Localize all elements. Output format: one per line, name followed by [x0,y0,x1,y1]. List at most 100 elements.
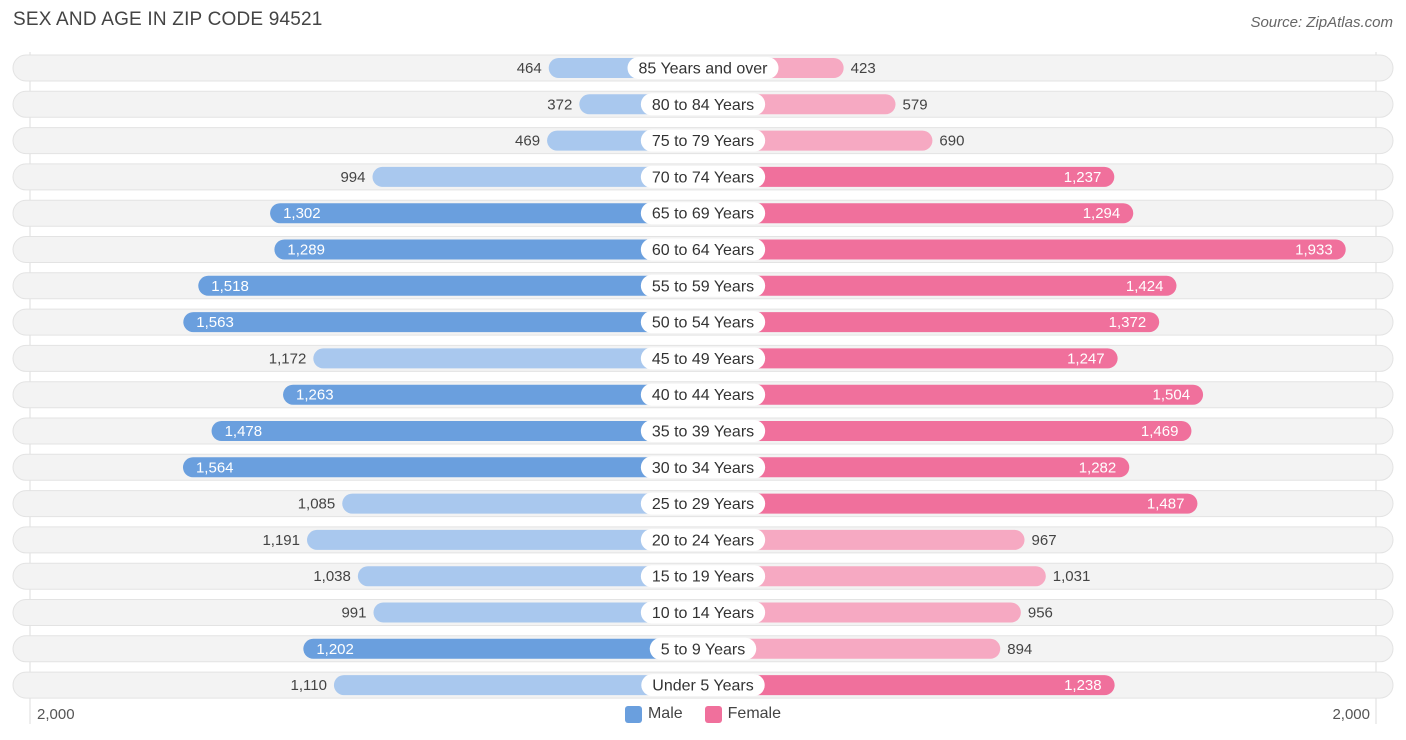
female-swatch [704,705,722,723]
female-value-label: 1,933 [1295,242,1333,259]
male-bar [270,203,703,224]
male-bar [306,529,703,550]
female-value-label: 1,372 [1109,314,1147,331]
category-label: 15 to 19 Years [652,569,754,586]
source-note: Source: ZipAtlas.com [1250,14,1393,31]
category-label: 60 to 64 Years [652,242,754,259]
category-label: 80 to 84 Years [652,97,754,114]
category-pill [640,93,766,116]
male-bar [357,566,703,587]
category-label: Under 5 Years [652,678,753,695]
category-pill [640,274,766,297]
axis-min-label: 2,000 [37,706,75,723]
male-value-label: 1,302 [283,205,321,222]
category-label: 45 to 49 Years [652,351,754,368]
female-value-label: 1,424 [1126,278,1164,295]
category-label: 35 to 39 Years [652,424,754,441]
female-value-label: 956 [1028,605,1053,622]
female-bar [703,239,1346,260]
male-bar [183,312,704,333]
category-label: 50 to 54 Years [652,315,754,332]
category-label: 20 to 24 Years [652,532,754,549]
female-bar [703,493,1198,514]
male-value-label: 1,518 [211,278,249,295]
male-bar [303,638,703,659]
male-value-label: 1,263 [296,387,334,404]
male-value-label: 464 [517,60,542,77]
male-value-label: 1,085 [298,496,336,513]
category-pill [641,674,765,697]
category-pill [640,347,766,370]
category-label: 55 to 59 Years [652,278,754,295]
category-label: 25 to 29 Years [652,496,754,513]
female-value-label: 1,237 [1064,169,1102,186]
male-value-label: 1,202 [316,641,354,658]
category-label: 85 Years and over [639,61,769,78]
female-value-label: 1,294 [1083,205,1121,222]
female-bar [703,638,1001,659]
female-bar [703,566,1046,587]
male-swatch [624,705,642,723]
category-label: 40 to 44 Years [652,387,754,404]
legend: Male Female [0,705,1406,723]
male-bar [313,348,703,369]
male-bar [373,602,703,623]
female-bar [703,166,1115,187]
female-bar [703,384,1204,405]
male-bar [211,421,703,441]
legend-item-female[interactable]: Female [704,705,782,723]
female-value-label: 579 [903,96,928,113]
category-label: 75 to 79 Years [652,133,754,150]
category-pill [640,165,766,188]
legend-female-label: Female [727,705,782,722]
male-value-label: 469 [515,133,540,150]
female-value-label: 1,504 [1153,387,1191,404]
female-value-label: 967 [1032,532,1057,549]
axis-max-label: 2,000 [1332,706,1370,723]
legend-male-label: Male [647,705,683,722]
female-value-label: 894 [1007,641,1032,658]
chart-title: SEX AND AGE IN ZIP CODE 94521 [13,9,323,30]
male-bar [182,457,704,478]
female-value-label: 1,469 [1141,423,1179,440]
female-bar [703,457,1130,478]
male-bar [274,239,703,260]
female-bar [703,421,1192,441]
male-bar [333,675,703,696]
category-pill [649,637,757,660]
male-value-label: 1,110 [290,677,326,694]
male-value-label: 1,564 [196,459,234,476]
male-bar [342,493,703,514]
female-bar [703,348,1118,369]
category-pill [640,202,766,225]
female-value-label: 1,238 [1064,677,1102,694]
female-value-label: 690 [939,133,964,150]
category-label: 70 to 74 Years [652,169,754,186]
category-label: 10 to 14 Years [652,605,754,622]
male-value-label: 991 [341,605,366,622]
legend-item-male[interactable]: Male [624,705,683,723]
male-value-label: 1,289 [287,242,325,259]
category-label: 30 to 34 Years [652,460,754,477]
female-value-label: 1,247 [1067,350,1105,367]
male-value-label: 1,038 [313,568,351,585]
category-pill [640,528,766,551]
male-value-label: 1,478 [225,423,263,440]
category-pill [627,57,779,79]
female-value-label: 1,031 [1053,568,1091,585]
male-value-label: 372 [547,96,572,113]
category-pill [640,492,766,515]
category-pill [640,565,766,588]
female-bar [703,529,1025,550]
category-label: 65 to 69 Years [652,206,754,223]
category-pill [640,601,766,624]
male-value-label: 994 [340,169,365,186]
female-value-label: 1,282 [1079,459,1117,476]
male-value-label: 1,563 [196,314,234,331]
female-bar [703,203,1134,224]
female-bar [703,275,1177,296]
female-bar [703,312,1160,333]
male-value-label: 1,172 [269,350,307,367]
male-bar [283,384,703,405]
